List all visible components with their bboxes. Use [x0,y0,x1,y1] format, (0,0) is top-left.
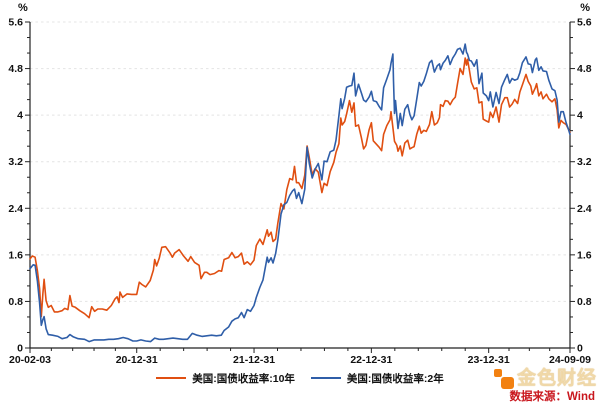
brand-logo: 金色财经 [493,368,597,389]
x-tick-label: 22-12-31 [350,354,392,366]
plot-area: 0 0 0.8 0.8 1.6 1.6 2.4 2.4 3.2 3.2 4 4 4.8 4.8 5.6 5.6… [8,17,592,367]
y-axis-unit-right: % [580,2,590,14]
legend-swatch-10y [156,376,187,380]
legend-label-2y: 美国:国债收益率:2年 [346,372,444,385]
y-tick-label-right: 2.4 [577,203,592,215]
y-tick-label-left: 0.8 [8,296,23,308]
x-tick-label: 21-12-31 [233,354,275,366]
logo-square-small [493,369,502,377]
y-tick-label-right: 0.8 [577,296,592,308]
logo-square-big [500,377,514,389]
x-tick-label: 20-02-03 [9,354,51,366]
y-tick-label-right: 3.2 [577,156,592,168]
series-line-2y [29,43,571,343]
x-tick-label: 24-09-09 [549,354,591,366]
x-tick-label: 23-12-31 [468,354,510,366]
legend-item-2y: 美国:国债收益率:2年 [310,371,444,386]
data-source-label: 数据来源：Wind [509,391,596,403]
legend-label-10y: 美国:国债收益率:10年 [192,372,295,385]
y-tick-label-left: 4 [17,110,23,122]
jinse-logo-icon [493,369,514,389]
y-axis-unit-left: % [18,2,28,14]
legend-item-10y: 美国:国债收益率:10年 [156,371,295,386]
y-tick-label-right: 4.8 [577,63,592,75]
y-tick-label-right: 0 [577,343,583,355]
y-tick-label-left: 2.4 [8,203,23,215]
y-tick-label-left: 3.2 [8,156,23,168]
y-tick-label-right: 5.6 [577,17,592,29]
series-line-10y [29,57,571,319]
legend: 美国:国债收益率:10年 美国:国债收益率:2年 [0,371,600,385]
legend-swatch-2y [310,376,341,380]
y-tick-label-left: 1.6 [8,249,23,261]
y-tick-label-left: 5.6 [8,17,23,29]
y-tick-label-right: 1.6 [577,249,592,261]
y-tick-label-right: 4 [577,110,583,122]
x-tick-label: 20-12-31 [116,354,158,366]
brand-text: 金色财经 [516,368,597,389]
y-tick-label-left: 4.8 [8,63,23,75]
y-tick-label-left: 0 [17,343,23,355]
